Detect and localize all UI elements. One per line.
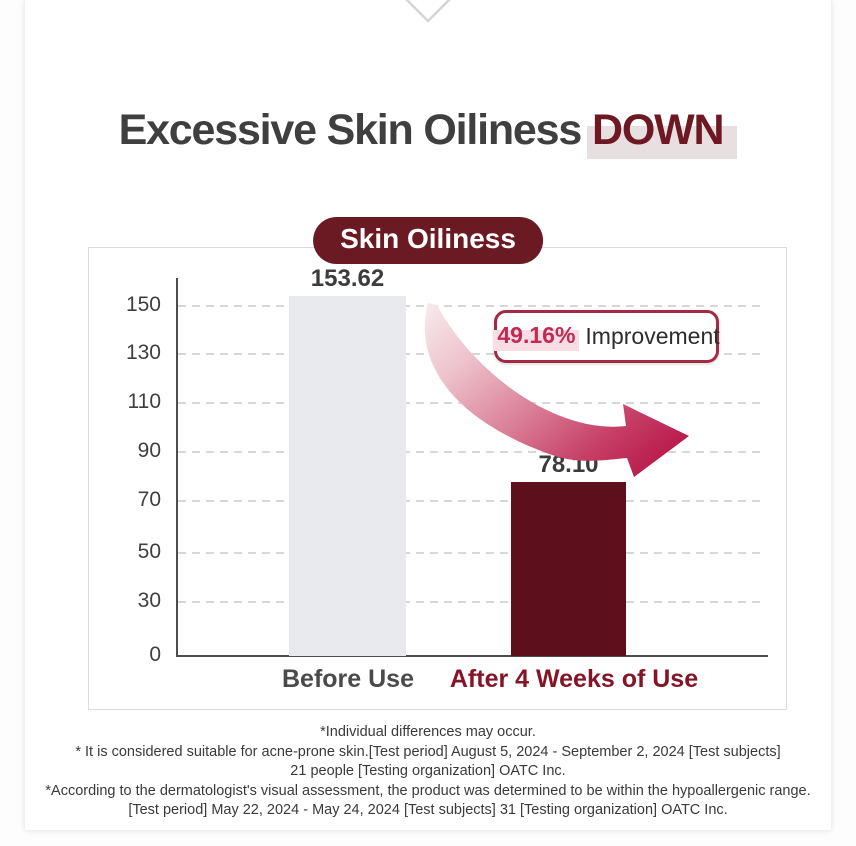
- downward-trend-arrow-icon: [424, 303, 689, 477]
- page-title-main: Excessive Skin Oiliness: [118, 106, 583, 154]
- ytick-130: 130: [125, 341, 161, 364]
- section-divider-notch-icon: [405, 0, 451, 23]
- gridline-70: [178, 500, 766, 502]
- bar-value-before: 153.62: [310, 265, 385, 292]
- gridline-30: [178, 601, 766, 603]
- bar-before-use: [289, 296, 406, 656]
- gridline-90: [178, 451, 766, 453]
- bar-after-use: [511, 482, 626, 656]
- gridline-50: [178, 552, 766, 554]
- footnote-line-4: *According to the dermatologist's visual…: [45, 782, 811, 799]
- chart-title-badge: Skin Oiliness: [313, 217, 543, 264]
- improvement-label: Improvement: [585, 323, 720, 349]
- improvement-percent: 49.16%: [493, 322, 580, 351]
- footnote-line-2: * It is considered suitable for acne-pro…: [75, 743, 781, 760]
- ytick-70: 70: [137, 488, 161, 511]
- footnote-line-3: 21 people [Testing organization] OATC In…: [290, 763, 566, 779]
- xlabel-after-use: After 4 Weeks of Use: [449, 665, 699, 693]
- footnotes: *Individual differences may occur. * It …: [25, 723, 831, 821]
- footnote-line-1: *Individual differences may occur.: [320, 724, 536, 740]
- ytick-0: 0: [149, 643, 161, 666]
- chart-title-label: Skin Oiliness: [340, 223, 516, 254]
- page-title-accent: DOWN: [587, 106, 738, 159]
- ytick-90: 90: [137, 439, 161, 462]
- ytick-150: 150: [125, 293, 161, 316]
- y-axis-line: [176, 278, 178, 656]
- footnote-line-5: [Test period] May 22, 2024 - May 24, 202…: [128, 802, 728, 818]
- ytick-110: 110: [127, 390, 161, 413]
- improvement-callout: 49.16% Improvement: [493, 310, 720, 363]
- gridline-150: [178, 305, 766, 307]
- ytick-30: 30: [137, 589, 161, 612]
- xlabel-before-use: Before Use: [282, 665, 414, 693]
- ytick-50: 50: [137, 540, 161, 563]
- x-axis-line: [176, 655, 768, 657]
- page-title: Excessive Skin Oiliness DOWN: [25, 106, 831, 159]
- content-card: Excessive Skin Oiliness DOWN Skin Oilines…: [25, 0, 831, 830]
